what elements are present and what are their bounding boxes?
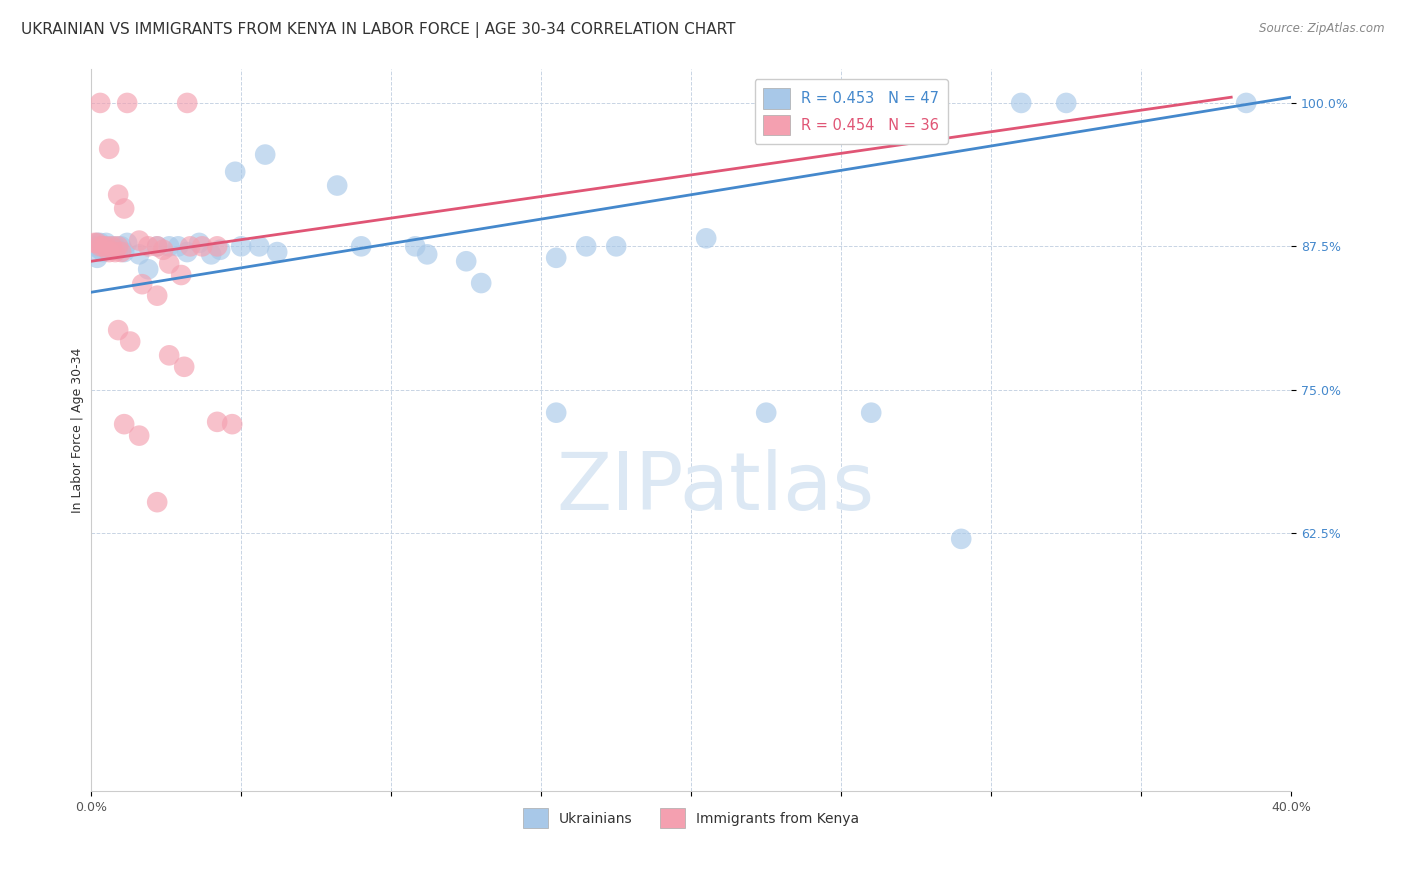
Point	[128, 247, 150, 261]
Point	[416, 247, 439, 261]
Point	[98, 142, 121, 156]
Point	[136, 262, 159, 277]
Point	[167, 239, 190, 253]
Point	[188, 235, 211, 250]
Point	[89, 243, 111, 257]
Point	[254, 147, 277, 161]
Point	[104, 245, 127, 260]
Point	[91, 239, 114, 253]
Point	[146, 239, 169, 253]
Point	[128, 428, 150, 442]
Point	[136, 239, 159, 253]
Point	[157, 239, 180, 253]
Point	[755, 406, 778, 420]
Point	[101, 243, 124, 257]
Point	[950, 532, 973, 546]
Point	[131, 277, 153, 292]
Point	[107, 323, 129, 337]
Point	[224, 165, 246, 179]
Point	[170, 268, 193, 282]
Point	[176, 245, 198, 260]
Point	[91, 239, 114, 253]
Text: ZIPatlas: ZIPatlas	[557, 449, 875, 526]
Text: UKRAINIAN VS IMMIGRANTS FROM KENYA IN LABOR FORCE | AGE 30-34 CORRELATION CHART: UKRAINIAN VS IMMIGRANTS FROM KENYA IN LA…	[21, 22, 735, 38]
Point	[107, 239, 129, 253]
Point	[470, 276, 492, 290]
Point	[120, 334, 142, 349]
Point	[326, 178, 349, 193]
Point	[107, 243, 129, 257]
Point	[110, 239, 132, 253]
Point	[98, 245, 121, 260]
Point	[209, 243, 232, 257]
Point	[1010, 95, 1032, 110]
Point	[115, 235, 138, 250]
Point	[200, 247, 222, 261]
Point	[205, 415, 228, 429]
Point	[404, 239, 426, 253]
Point	[96, 239, 118, 253]
Point	[104, 239, 127, 253]
Point	[101, 239, 124, 253]
Point	[157, 348, 180, 362]
Point	[86, 235, 108, 250]
Point	[86, 251, 108, 265]
Point	[112, 417, 135, 432]
Legend: Ukrainians, Immigrants from Kenya: Ukrainians, Immigrants from Kenya	[516, 801, 866, 835]
Point	[173, 359, 195, 374]
Point	[91, 245, 114, 260]
Point	[575, 239, 598, 253]
Point	[146, 288, 169, 302]
Point	[695, 231, 717, 245]
Point	[231, 239, 253, 253]
Point	[115, 95, 138, 110]
Point	[98, 239, 121, 253]
Point	[176, 95, 198, 110]
Point	[1234, 95, 1257, 110]
Point	[860, 406, 883, 420]
Y-axis label: In Labor Force | Age 30-34: In Labor Force | Age 30-34	[72, 347, 84, 513]
Point	[83, 239, 105, 253]
Point	[86, 235, 108, 250]
Point	[350, 239, 373, 253]
Point	[546, 251, 568, 265]
Point	[89, 95, 111, 110]
Point	[157, 256, 180, 270]
Point	[83, 235, 105, 250]
Point	[546, 406, 568, 420]
Point	[205, 239, 228, 253]
Point	[128, 234, 150, 248]
Point	[221, 417, 243, 432]
Point	[112, 245, 135, 260]
Point	[191, 239, 214, 253]
Point	[110, 245, 132, 260]
Point	[89, 235, 111, 250]
Point	[605, 239, 627, 253]
Point	[146, 239, 169, 253]
Point	[96, 235, 118, 250]
Point	[107, 187, 129, 202]
Point	[266, 245, 288, 260]
Point	[146, 495, 169, 509]
Point	[247, 239, 270, 253]
Point	[112, 202, 135, 216]
Text: Source: ZipAtlas.com: Source: ZipAtlas.com	[1260, 22, 1385, 36]
Point	[1054, 95, 1077, 110]
Point	[456, 254, 478, 268]
Point	[89, 239, 111, 253]
Point	[179, 239, 201, 253]
Point	[152, 243, 174, 257]
